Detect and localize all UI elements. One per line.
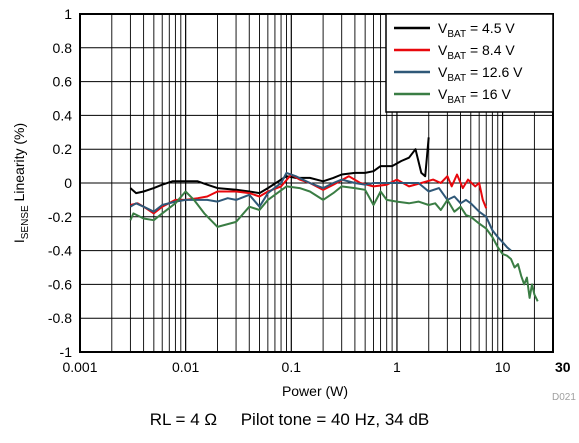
y-axis-title-rest: Linearity (%) bbox=[11, 123, 27, 205]
y-tick-labels: 1 0.8 0.6 0.4 0.2 0 -0.2 -0.4 -0.6 -0.8 -1 bbox=[48, 6, 72, 360]
y-tick-label: -0.6 bbox=[48, 276, 72, 292]
x-tick-label: 30 bbox=[555, 359, 571, 375]
y-tick-label: 0 bbox=[64, 175, 72, 191]
y-axis-title-sub: SENSE bbox=[20, 205, 31, 239]
series-line-1 bbox=[129, 137, 430, 195]
caption-pilot-tone: Pilot tone = 40 Hz, 34 dB bbox=[240, 410, 430, 429]
y-tick-label: -0.4 bbox=[48, 243, 72, 259]
y-tick-label: 0.8 bbox=[53, 40, 73, 56]
x-tick-label: 10 bbox=[495, 359, 511, 375]
legend-entry-subscript: BAT bbox=[447, 29, 466, 40]
legend-entry-subscript: BAT bbox=[447, 95, 466, 106]
legend-entry-subscript: BAT bbox=[447, 51, 466, 62]
y-axis-title-main: I bbox=[11, 239, 27, 243]
x-tick-label: 0.01 bbox=[172, 359, 199, 375]
series-line-3 bbox=[129, 171, 512, 252]
legend-entry-value: = 12.6 V bbox=[466, 64, 523, 80]
plot-frame bbox=[79, 13, 554, 353]
legend-entry-subscript: BAT bbox=[447, 73, 466, 84]
series-group bbox=[129, 137, 539, 302]
legend-entry-value: = 8.4 V bbox=[466, 42, 515, 58]
legend-entry-symbol: V bbox=[438, 86, 448, 102]
x-tick-label: 0.1 bbox=[282, 359, 302, 375]
x-tick-labels: 0.001 0.01 0.1 1 10 30 bbox=[62, 359, 570, 375]
legend-entry-symbol: V bbox=[438, 20, 448, 36]
caption: RL = 4 Ω Pilot tone = 40 Hz, 34 dB bbox=[0, 410, 579, 430]
y-tick-label: 0.4 bbox=[53, 107, 73, 123]
legend-entry-value: = 4.5 V bbox=[466, 20, 515, 36]
y-tick-label: -0.8 bbox=[48, 310, 72, 326]
series-line-4 bbox=[129, 185, 539, 302]
y-tick-label: 1 bbox=[64, 6, 72, 22]
y-tick-label: 0.2 bbox=[53, 141, 73, 157]
legend-entry-3: VBAT = 12.6 V bbox=[438, 64, 523, 84]
legend-box bbox=[385, 13, 554, 113]
x-tick-label: 0.001 bbox=[62, 359, 97, 375]
x-axis-title: Power (W) bbox=[282, 383, 348, 399]
figure-id: D021 bbox=[552, 392, 576, 403]
legend-entry-symbol: V bbox=[438, 42, 448, 58]
legend-entry-symbol: V bbox=[438, 64, 448, 80]
y-tick-label: 0.6 bbox=[53, 74, 73, 90]
caption-load: RL = 4 Ω bbox=[149, 410, 218, 429]
legend-entry-2: VBAT = 8.4 V bbox=[438, 42, 515, 62]
y-tick-label: -1 bbox=[60, 344, 73, 360]
legend-entry-1: VBAT = 4.5 V bbox=[438, 20, 515, 40]
legend-entry-value: = 16 V bbox=[466, 86, 511, 102]
legend-entry-4: VBAT = 16 V bbox=[438, 86, 511, 106]
y-tick-label: -0.2 bbox=[48, 209, 72, 225]
y-axis-title: ISENSE Linearity (%) bbox=[11, 123, 31, 243]
x-tick-label: 1 bbox=[393, 359, 401, 375]
